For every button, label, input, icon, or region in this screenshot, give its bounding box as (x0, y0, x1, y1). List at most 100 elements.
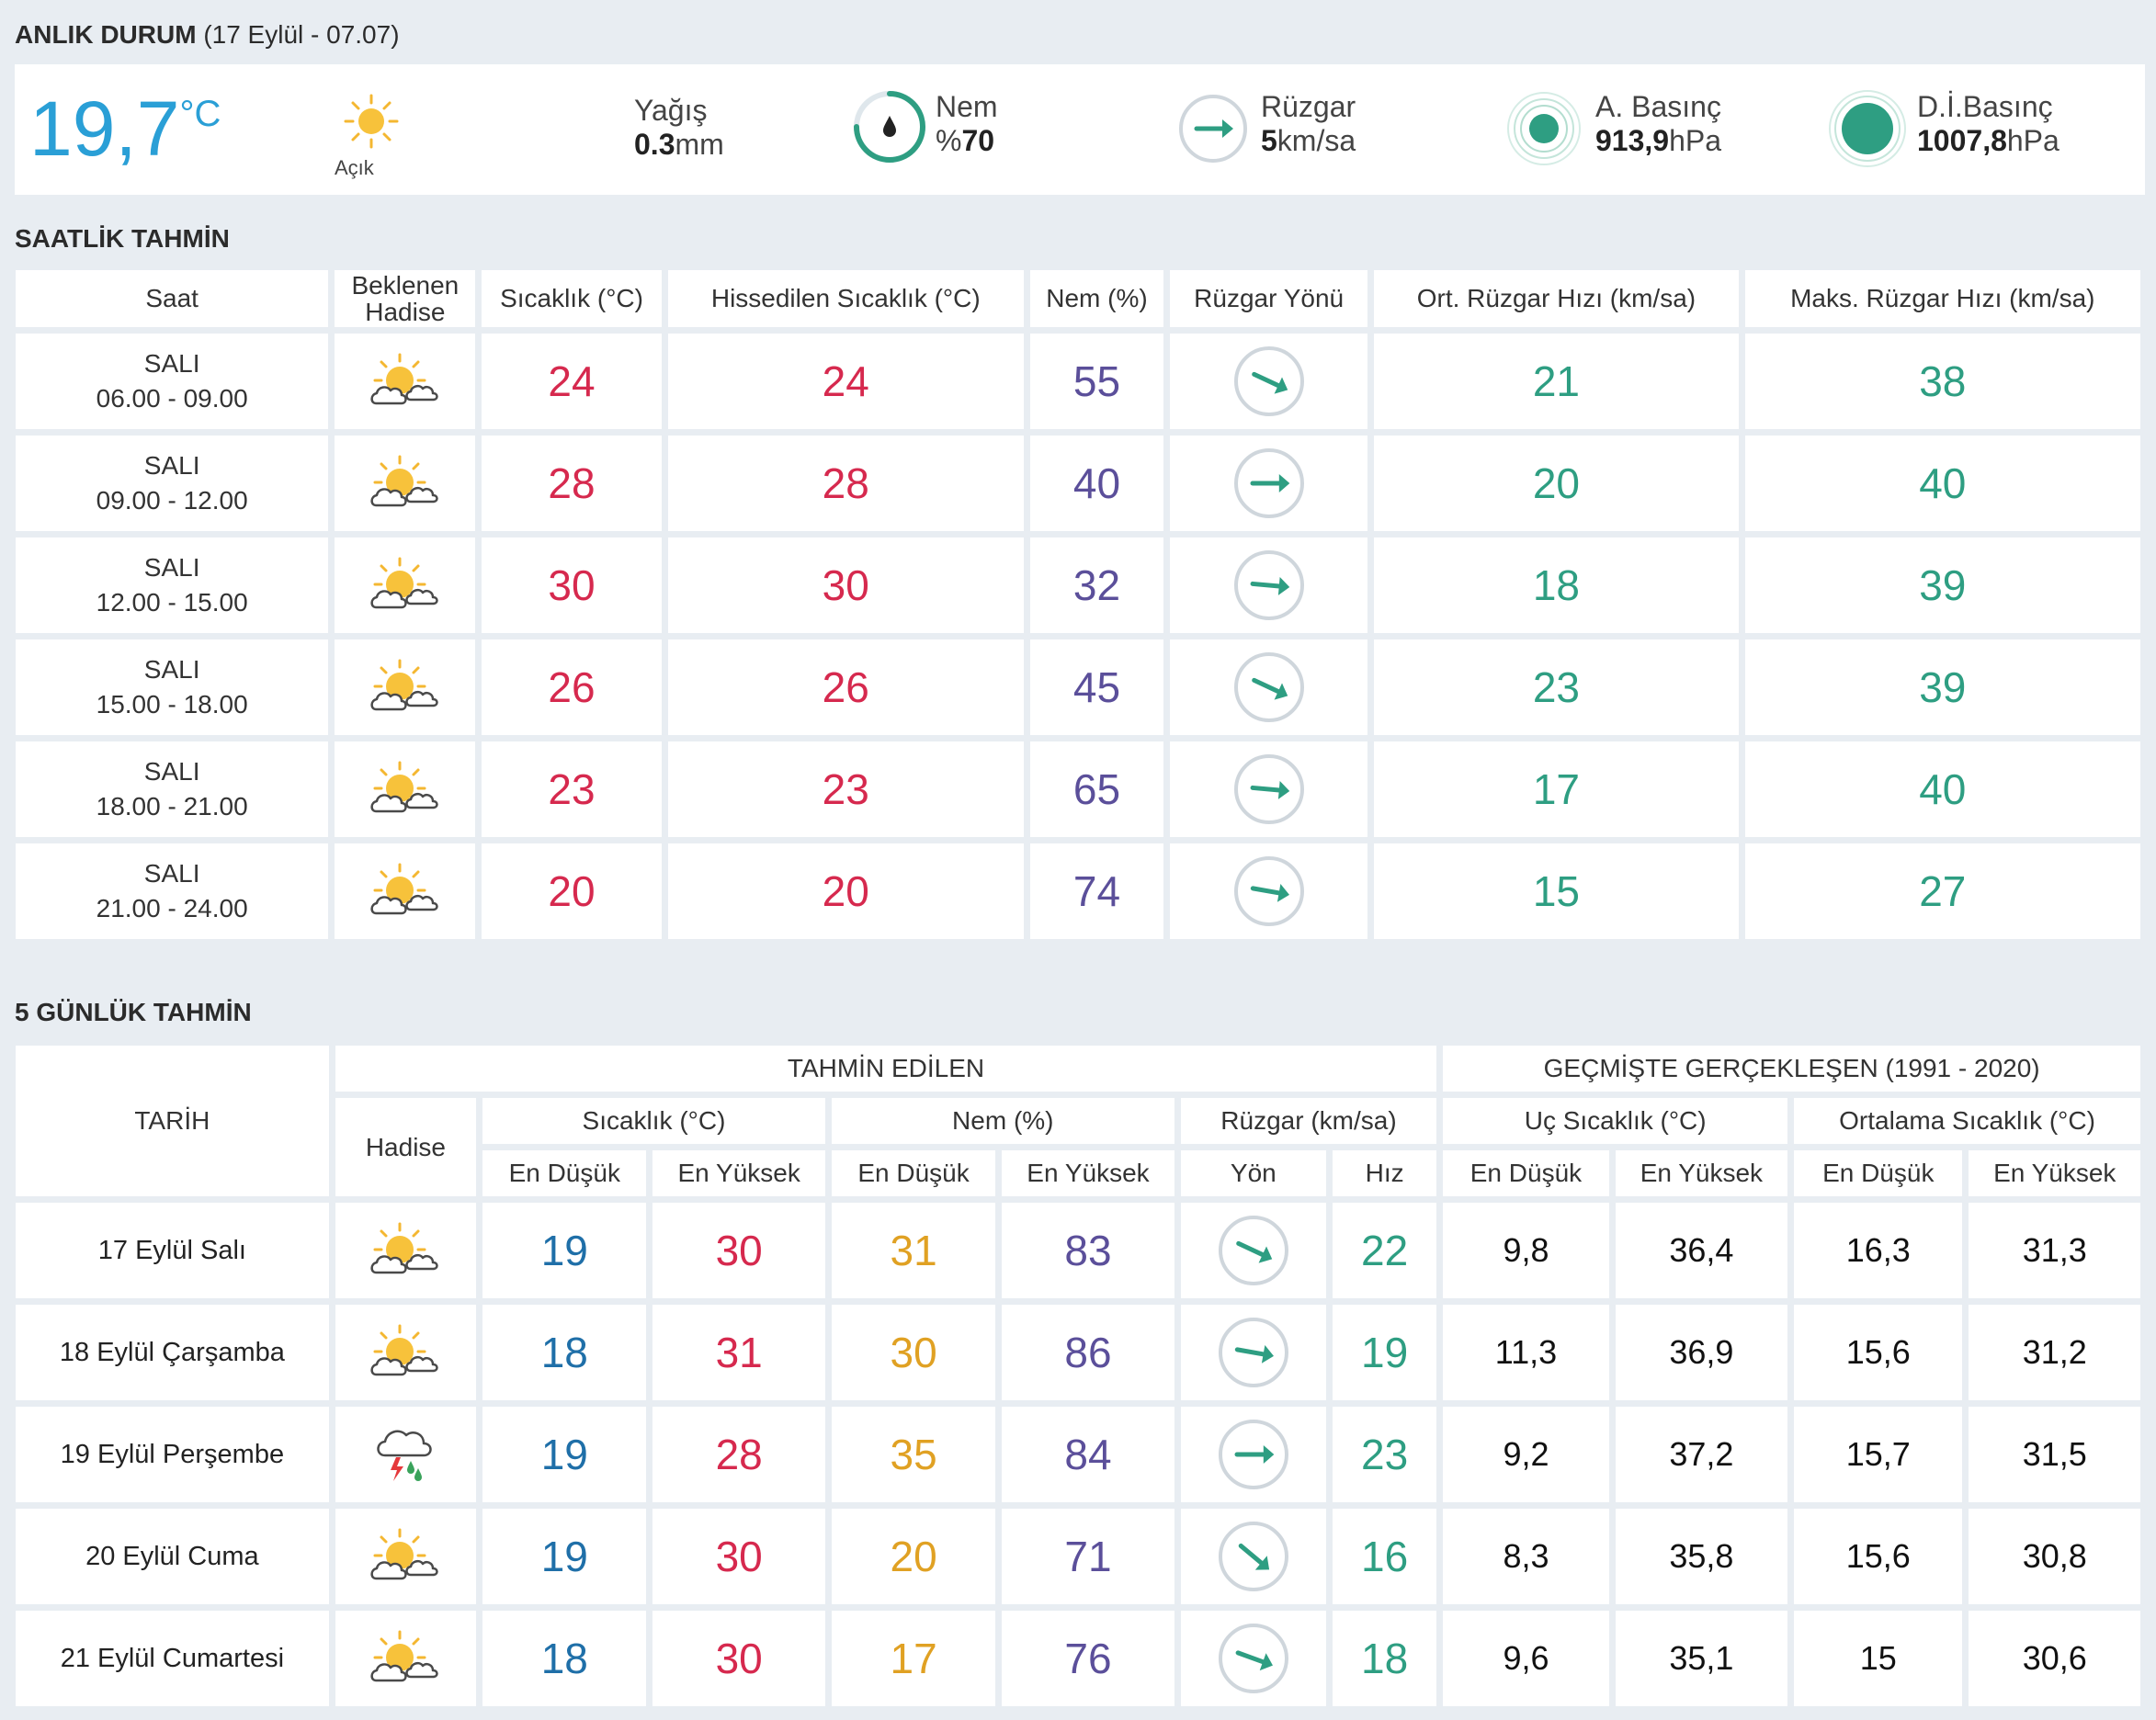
wind-direction-icon (1180, 1305, 1327, 1400)
hourly-feels-like: 24 (667, 334, 1024, 429)
hourly-row: SALI 15.00 - 18.00 26 26 45 23 39 (16, 639, 2140, 735)
pressure-icon (1507, 92, 1581, 165)
current-temp-value: 19,7 (29, 85, 180, 172)
hourly-humidity: 55 (1029, 334, 1164, 429)
partly-cloudy-icon (335, 538, 476, 633)
daily-humidity-max: 83 (1002, 1203, 1174, 1298)
wind-direction-icon (1180, 1611, 1327, 1706)
humidity-metric: Nem %70 (936, 90, 998, 158)
daily-header-history: GEÇMİŞTE GERÇEKLEŞEN (1991 - 2020) (1443, 1046, 2140, 1092)
daily-date: 19 Eylül Perşembe (16, 1407, 329, 1502)
partly-cloudy-icon (335, 1611, 477, 1706)
precip-value: 0.3 (634, 127, 675, 161)
daily-average-min: 16,3 (1794, 1203, 1963, 1298)
hourly-header-feels: Hissedilen Sıcaklık (°C) (667, 270, 1024, 327)
hourly-row: SALI 18.00 - 21.00 23 23 65 17 40 (16, 741, 2140, 837)
hourly-header-humidity: Nem (%) (1029, 270, 1164, 327)
daily-extreme-min: 9,6 (1443, 1611, 1609, 1706)
daily-extreme-max: 37,2 (1615, 1407, 1788, 1502)
partly-cloudy-icon (335, 1203, 477, 1298)
hourly-time-cell: SALI 15.00 - 18.00 (16, 639, 329, 735)
hourly-temp: 30 (482, 538, 662, 633)
humidity-prefix: % (936, 123, 962, 157)
sea-pressure-metric: D.İ.Basınç 1007,8hPa (1917, 90, 2060, 158)
daily-temp-max: 30 (652, 1203, 825, 1298)
sky-condition-label: Açık (335, 156, 374, 179)
hourly-avg-wind: 23 (1374, 639, 1739, 735)
hourly-temp: 26 (482, 639, 662, 735)
partly-cloudy-icon (335, 334, 476, 429)
hourly-header-wind-dir: Rüzgar Yönü (1170, 270, 1368, 327)
daily-humidity-max: 71 (1002, 1509, 1174, 1604)
partly-cloudy-icon (335, 741, 476, 837)
daily-date: 18 Eylül Çarşamba (16, 1305, 329, 1400)
daily-extreme-min: 9,2 (1443, 1407, 1609, 1502)
hourly-section-title: SAATLİK TAHMİN (15, 224, 230, 253)
daily-average-max: 31,5 (1969, 1407, 2140, 1502)
pressure-unit: hPa (1669, 123, 1722, 157)
hourly-max-wind: 40 (1744, 741, 2140, 837)
hourly-max-wind: 39 (1744, 639, 2140, 735)
hourly-time-cell: SALI 21.00 - 24.00 (16, 843, 329, 939)
current-datetime: (17 Eylül - 07.07) (203, 20, 400, 49)
daily-extreme-min: 9,8 (1443, 1203, 1609, 1298)
daily-temp-max: 31 (652, 1305, 825, 1400)
current-title: ANLIK DURUM (15, 20, 197, 49)
humidity-value: 70 (961, 123, 995, 157)
wind-direction-icon (1180, 1509, 1327, 1604)
hourly-avg-wind: 18 (1374, 538, 1739, 633)
precip-label: Yağış (634, 94, 708, 127)
hourly-time-range: 09.00 - 12.00 (96, 486, 248, 515)
daily-extreme-min: 8,3 (1443, 1509, 1609, 1604)
daily-humidity-max: 86 (1002, 1305, 1174, 1400)
daily-header-wind-dir: Yön (1180, 1150, 1327, 1196)
daily-temp-min: 19 (482, 1509, 647, 1604)
daily-wind-speed: 23 (1333, 1407, 1437, 1502)
daily-row: 17 Eylül Salı 19 30 31 83 22 9,8 36,4 16,3 31,3 (16, 1203, 2140, 1298)
daily-header-extreme: Uç Sıcaklık (°C) (1443, 1098, 1788, 1144)
daily-temp-min: 18 (482, 1611, 647, 1706)
sea-level-pressure-icon (1829, 90, 1906, 167)
hourly-feels-like: 26 (667, 639, 1024, 735)
daily-header-humidity: Nem (%) (831, 1098, 1174, 1144)
pressure-metric: A. Basınç 913,9hPa (1595, 90, 1721, 158)
daily-temp-max: 30 (652, 1509, 825, 1604)
daily-row: 20 Eylül Cuma 19 30 20 71 16 8,3 35,8 15,6 30,8 (16, 1509, 2140, 1604)
hourly-header-time: Saat (16, 270, 329, 327)
hourly-time-cell: SALI 06.00 - 09.00 (16, 334, 329, 429)
hourly-header-temp: Sıcaklık (°C) (482, 270, 662, 327)
daily-header-date: TARİH (16, 1046, 329, 1196)
daily-date: 20 Eylül Cuma (16, 1509, 329, 1604)
daily-extreme-min: 11,3 (1443, 1305, 1609, 1400)
daily-humidity-min: 17 (831, 1611, 996, 1706)
daily-extreme-max: 35,1 (1615, 1611, 1788, 1706)
wind-label: Rüzgar (1261, 90, 1356, 123)
hourly-time-range: 15.00 - 18.00 (96, 690, 248, 719)
daily-row: 21 Eylül Cumartesi 18 30 17 76 18 9,6 35,1 15 30,… (16, 1611, 2140, 1706)
daily-temp-max: 28 (652, 1407, 825, 1502)
hourly-row: SALI 09.00 - 12.00 28 28 40 20 40 (16, 436, 2140, 531)
daily-section-title: 5 GÜNLÜK TAHMİN (15, 998, 252, 1026)
daily-temp-min: 19 (482, 1203, 647, 1298)
daily-header-hum-low: En Düşük (831, 1150, 996, 1196)
hourly-max-wind: 39 (1744, 538, 2140, 633)
wind-unit: km/sa (1277, 123, 1356, 157)
precip-unit: mm (675, 127, 724, 161)
daily-row: 18 Eylül Çarşamba 18 31 30 86 19 11,3 36,9 15,6 3… (16, 1305, 2140, 1400)
hourly-day: SALI (143, 553, 200, 583)
daily-wind-speed: 16 (1333, 1509, 1437, 1604)
hourly-temp: 23 (482, 741, 662, 837)
partly-cloudy-icon (335, 843, 476, 939)
hourly-humidity: 45 (1029, 639, 1164, 735)
partly-cloudy-icon (335, 436, 476, 531)
pressure-label: A. Basınç (1595, 90, 1721, 123)
daily-average-min: 15 (1794, 1611, 1963, 1706)
daily-average-min: 15,7 (1794, 1407, 1963, 1502)
current-conditions-panel: 19,7°C Açık Yağış 0.3mm Nem %70 (15, 64, 2145, 195)
hourly-time-cell: SALI 12.00 - 15.00 (16, 538, 329, 633)
wind-direction-icon (1179, 95, 1247, 163)
hourly-time-range: 06.00 - 09.00 (96, 384, 248, 413)
daily-average-max: 30,6 (1969, 1611, 2140, 1706)
sea-pressure-label: D.İ.Basınç (1917, 90, 2053, 123)
precipitation-metric: Yağış 0.3mm (634, 94, 724, 162)
